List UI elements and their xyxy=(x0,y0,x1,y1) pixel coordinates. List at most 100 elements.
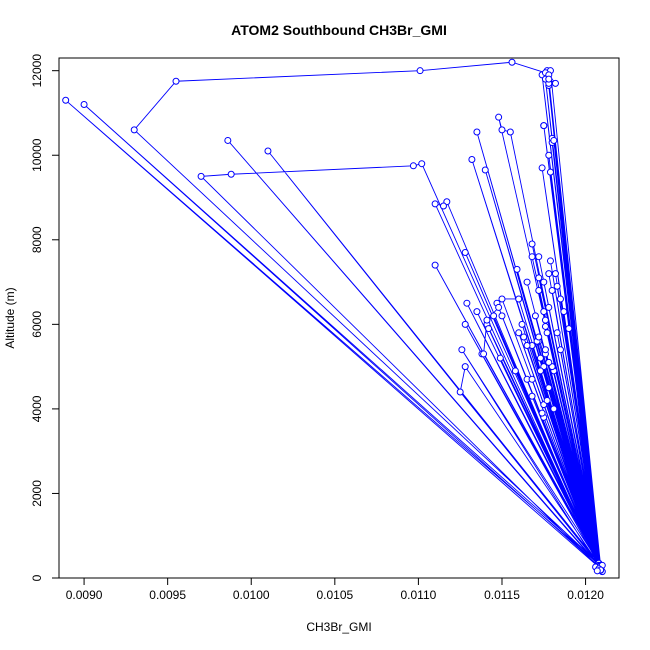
data-point xyxy=(535,287,543,295)
data-point xyxy=(545,358,553,366)
data-point xyxy=(536,367,544,375)
data-point xyxy=(498,295,506,303)
data-point xyxy=(515,329,523,337)
data-point xyxy=(508,58,516,66)
data-point xyxy=(545,303,553,311)
data-point xyxy=(556,295,564,303)
data-point xyxy=(540,122,548,130)
data-point xyxy=(541,346,549,354)
data-point xyxy=(523,341,531,349)
data-point xyxy=(541,322,549,330)
data-point xyxy=(535,253,543,261)
data-point xyxy=(546,257,554,265)
data-point xyxy=(545,75,553,83)
data-point xyxy=(461,363,469,371)
x-tick-label: 0.0105 xyxy=(316,588,353,602)
data-point xyxy=(456,388,464,396)
data-point xyxy=(409,162,417,170)
data-point xyxy=(264,147,272,155)
data-point xyxy=(553,329,561,337)
data-point xyxy=(461,248,469,256)
data-point xyxy=(528,240,536,248)
data-point xyxy=(538,164,546,172)
data-point xyxy=(498,312,506,320)
plot-area xyxy=(58,57,620,579)
data-point xyxy=(565,325,573,333)
data-point xyxy=(545,384,553,392)
data-point xyxy=(80,101,88,109)
data-point xyxy=(556,346,564,354)
data-point xyxy=(473,308,481,316)
data-point xyxy=(515,295,523,303)
data-point xyxy=(528,375,536,383)
data-point xyxy=(495,113,503,121)
data-point xyxy=(416,67,424,75)
data-point xyxy=(485,325,493,333)
y-tick-label: 2000 xyxy=(30,480,44,507)
y-tick-label: 10000 xyxy=(30,138,44,172)
chart-title: ATOM2 Southbound CH3Br_GMI xyxy=(231,22,447,38)
data-point xyxy=(197,172,205,180)
data-point xyxy=(545,270,553,278)
data-point xyxy=(481,166,489,174)
data-point xyxy=(496,354,504,362)
y-tick-label: 0 xyxy=(30,574,44,581)
y-tick-label: 6000 xyxy=(30,311,44,338)
data-point xyxy=(560,308,568,316)
data-point xyxy=(498,126,506,134)
x-tick-label: 0.0115 xyxy=(484,588,520,602)
data-point xyxy=(551,79,559,87)
data-point xyxy=(461,320,469,328)
y-axis: 0 2000 4000 6000 8000 10000 12000 xyxy=(30,54,59,581)
y-tick-label: 8000 xyxy=(30,226,44,253)
y-tick-label: 12000 xyxy=(30,54,44,88)
data-point xyxy=(538,409,546,417)
data-point xyxy=(593,567,601,575)
y-axis-label: Altitude (m) xyxy=(3,287,17,348)
data-point xyxy=(546,168,554,176)
data-point xyxy=(536,354,544,362)
x-axis-label: CH3Br_GMI xyxy=(306,620,371,634)
x-tick-label: 0.0110 xyxy=(400,588,436,602)
data-point xyxy=(431,261,439,269)
data-point xyxy=(528,392,536,400)
data-point xyxy=(439,202,447,210)
data-point xyxy=(523,278,531,286)
data-point xyxy=(531,312,539,320)
data-point xyxy=(541,316,549,324)
data-point xyxy=(543,396,551,404)
y-tick-label: 4000 xyxy=(30,395,44,422)
data-point xyxy=(473,128,481,136)
data-point xyxy=(480,350,488,358)
data-point xyxy=(540,308,548,316)
data-point xyxy=(227,170,235,178)
data-point xyxy=(518,320,526,328)
data-point xyxy=(506,128,514,136)
data-point xyxy=(418,160,426,168)
x-tick-label: 0.0095 xyxy=(149,588,186,602)
data-point xyxy=(513,265,521,273)
data-point xyxy=(535,274,543,282)
x-tick-label: 0.0120 xyxy=(567,588,604,602)
data-point xyxy=(468,155,476,163)
data-point xyxy=(458,346,466,354)
data-point xyxy=(550,405,558,413)
data-point xyxy=(62,96,70,104)
data-point xyxy=(495,303,503,311)
data-point xyxy=(463,299,471,307)
data-point xyxy=(535,333,543,341)
data-point xyxy=(543,329,551,337)
data-point xyxy=(172,77,180,85)
series-line xyxy=(65,61,604,573)
data-point xyxy=(553,282,561,290)
data-point xyxy=(551,270,559,278)
x-tick-label: 0.0100 xyxy=(233,588,270,602)
data-point xyxy=(545,151,553,159)
data-point xyxy=(528,253,536,261)
data-point xyxy=(540,278,548,286)
data-point xyxy=(431,200,439,208)
data-point xyxy=(548,287,556,295)
x-axis: 0.0090 0.0095 0.0100 0.0105 0.0110 0.0115 0.01… xyxy=(66,578,604,602)
data-point xyxy=(511,367,519,375)
